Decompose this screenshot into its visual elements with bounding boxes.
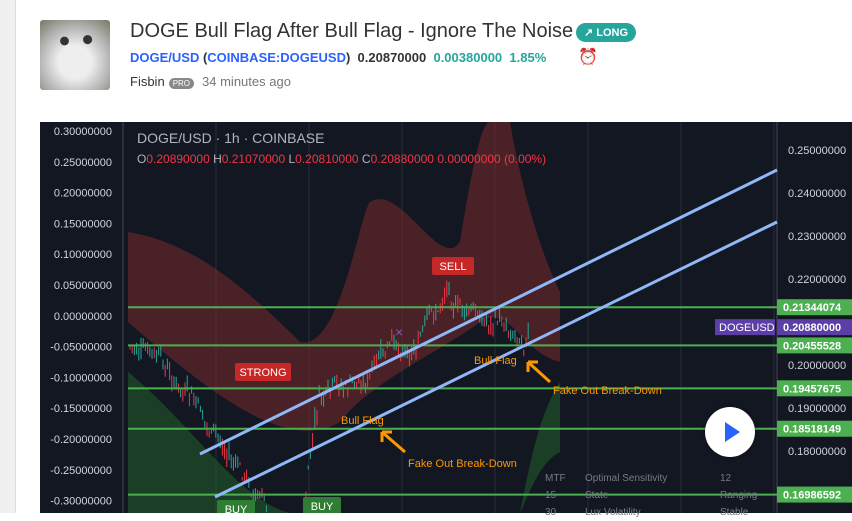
price: 0.20870000 xyxy=(357,50,427,65)
lower-trendline xyxy=(214,220,778,499)
low-value: 0.20810000 xyxy=(295,152,359,166)
left-axis-label: -0.05000000 xyxy=(50,342,112,354)
upper-trendline xyxy=(199,168,778,456)
indicator-cell: 15 xyxy=(545,490,557,501)
price-level-tag xyxy=(777,337,852,354)
indicator-cell: Ranging xyxy=(720,490,758,501)
author-avatar[interactable] xyxy=(40,20,110,90)
buy-signal-label: BUY xyxy=(225,504,248,513)
left-axis-label: 0.00000000 xyxy=(54,311,112,323)
right-axis-label: 0.23000000 xyxy=(788,231,846,243)
symbol-tag-label: DOGEUSD xyxy=(719,322,775,334)
fake-out-annotation: Fake Out Break-Down xyxy=(553,385,662,397)
left-axis-label: -0.10000000 xyxy=(50,372,112,384)
indicator-cell: Optimal Sensitivity xyxy=(585,473,668,484)
buy-signal-box xyxy=(217,500,255,513)
arrow-icon xyxy=(526,360,552,384)
left-axis-label: 0.20000000 xyxy=(54,188,112,200)
strong-signal-label: STRONG xyxy=(239,367,286,379)
author-name[interactable]: Fisbin xyxy=(130,74,165,89)
chart[interactable]: 0.30000000 0.25000000 0.20000000 0.15000000… xyxy=(40,122,852,518)
open-value: 0.20890000 xyxy=(146,152,210,166)
price-level-label: 0.19457675 xyxy=(783,383,841,395)
left-axis-label: 0.30000000 xyxy=(54,126,112,138)
price-level-tag xyxy=(777,486,852,503)
symbol-row: DOGE/USD (COINBASE:DOGEUSD) 0.20870000 0… xyxy=(130,50,547,65)
buy-signal-label: BUY xyxy=(311,501,334,513)
current-price-tag xyxy=(777,319,852,336)
add-alert-icon[interactable]: ⏰ xyxy=(578,49,598,66)
indicator-cell: State xyxy=(585,490,609,501)
left-axis-label: 0.10000000 xyxy=(54,249,112,261)
symbol-tag xyxy=(715,319,775,336)
price-level-tag xyxy=(777,420,852,437)
chart-legend: DOGE/USD · 1h · COINBASE xyxy=(137,130,325,146)
price-level-tag xyxy=(777,380,852,397)
symbol-link[interactable]: DOGE/USD xyxy=(130,50,200,65)
fake-out-annotation: Fake Out Break-Down xyxy=(408,458,517,470)
left-axis-label: -0.30000000 xyxy=(50,496,112,508)
left-axis-label: 0.15000000 xyxy=(54,218,112,230)
idea-title: DOGE Bull Flag After Bull Flag - Ignore … xyxy=(130,20,574,42)
price-level-label: 0.18518149 xyxy=(783,424,841,436)
left-axis-label: 0.05000000 xyxy=(54,280,112,292)
left-axis-label: 0.25000000 xyxy=(54,157,112,169)
close-value: 0.20880000 xyxy=(370,152,434,166)
left-sidebar xyxy=(0,0,16,513)
buy-signal-box xyxy=(303,497,341,513)
long-badge: ↗ LONG xyxy=(576,23,637,42)
chart-canvas[interactable]: 0.30000000 0.25000000 0.20000000 0.15000000… xyxy=(40,122,852,513)
left-axis-label: -0.25000000 xyxy=(50,465,112,477)
right-axis-label: 0.18000000 xyxy=(788,446,846,458)
bearish-band xyxy=(128,122,560,431)
strong-signal-box xyxy=(235,363,291,381)
bull-flag-annotation: Bull Flag xyxy=(341,415,384,427)
exchange-symbol-link[interactable]: COINBASE:DOGEUSD xyxy=(207,50,346,65)
right-axis-label: 0.19000000 xyxy=(788,403,846,415)
sell-signal-box xyxy=(432,257,474,275)
cross-marker-icon: × xyxy=(395,324,403,340)
high-value: 0.21070000 xyxy=(221,152,286,166)
publish-time: 34 minutes ago xyxy=(202,74,291,89)
price-level-label: 0.21344074 xyxy=(783,302,842,314)
left-axis-label: -0.15000000 xyxy=(50,403,112,415)
price-level-tag xyxy=(777,299,852,316)
pro-badge: PRO xyxy=(168,78,195,89)
price-change: 0.00380000 xyxy=(433,50,503,65)
indicator-row: MTF Optimal Sensitivity 12 xyxy=(545,470,780,487)
left-axis-label: -0.20000000 xyxy=(50,434,112,446)
price-change-pct: 1.85% xyxy=(509,50,547,65)
current-price-label: 0.20880000 xyxy=(783,322,841,334)
price-level-label: 0.16986592 xyxy=(783,490,841,502)
ohlc-readout: O0.20890000 H0.21070000 L0.20810000 C0.2… xyxy=(137,152,547,166)
change-value: 0.00000000 (0.00%) xyxy=(437,152,547,166)
play-button[interactable] xyxy=(705,407,755,457)
price-level-label: 0.20455528 xyxy=(783,340,841,352)
direction-label: LONG xyxy=(596,27,629,39)
right-axis-label: 0.20000000 xyxy=(788,360,846,372)
right-axis-label: 0.22000000 xyxy=(788,274,846,286)
author-row: Fisbin PRO 34 minutes ago xyxy=(130,74,291,89)
indicator-table: MTF Optimal Sensitivity 12 15 State Ranging 30… xyxy=(545,470,780,521)
bull-flag-annotation: Bull Flag xyxy=(474,355,517,367)
sell-signal-label: SELL xyxy=(440,261,467,273)
indicator-cell: 12 xyxy=(720,473,732,484)
indicator-row: 15 State Ranging xyxy=(545,487,780,504)
bullish-band xyxy=(128,372,560,513)
right-axis-label: 0.24000000 xyxy=(788,188,846,200)
arrow-icon xyxy=(380,430,406,454)
indicator-cell: MTF xyxy=(545,473,566,484)
right-axis-label: 0.25000000 xyxy=(788,145,846,157)
